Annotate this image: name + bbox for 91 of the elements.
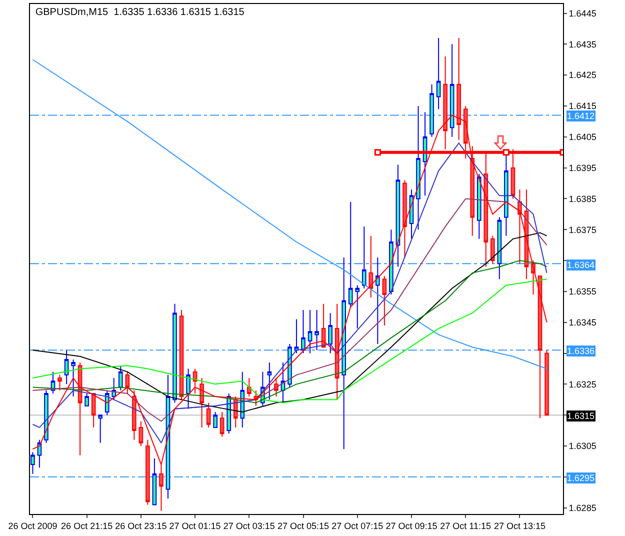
candlestick <box>355 284 360 330</box>
candlestick <box>267 362 272 400</box>
y-tick-label: 1.6385 <box>568 194 596 204</box>
candlestick <box>422 112 428 196</box>
candlestick <box>132 390 136 440</box>
candlestick <box>409 188 414 240</box>
candlestick <box>152 458 157 506</box>
candlestick <box>30 452 35 474</box>
x-tick-label: 27 Oct 13:15 <box>494 520 546 531</box>
candlestick <box>240 371 245 428</box>
candlestick <box>436 38 441 110</box>
candlestick <box>125 371 130 394</box>
candlestick <box>382 276 387 326</box>
candlestick <box>334 303 340 400</box>
candlestick <box>37 439 42 468</box>
candlestick <box>112 378 116 400</box>
candlestick <box>368 235 374 298</box>
y-tick-label: 1.6325 <box>568 379 596 390</box>
x-tick-label: 27 Oct 03:15 <box>223 520 275 531</box>
y-tick-label: 1.6415 <box>568 101 596 112</box>
candlestick <box>213 412 218 428</box>
candlestick <box>179 310 184 400</box>
candlestick <box>78 362 82 456</box>
candlestick <box>376 256 380 344</box>
candlestick <box>476 174 482 240</box>
candlestick <box>247 378 252 398</box>
candlestick <box>321 303 326 348</box>
candlestick <box>402 180 407 258</box>
candlestick <box>328 312 332 354</box>
ref-line-label: 1.6295 <box>567 473 595 483</box>
candlestick <box>342 256 346 450</box>
y-tick-label: 1.6345 <box>568 318 596 328</box>
candlestick <box>497 216 502 280</box>
candlestick <box>138 420 144 446</box>
y-tick-label: 1.6445 <box>568 8 596 18</box>
line-series <box>32 232 548 412</box>
candlestick <box>450 44 454 138</box>
candlestick <box>186 368 190 410</box>
candlestick <box>118 365 123 391</box>
candlestick <box>518 188 522 264</box>
candlestick <box>98 414 102 444</box>
y-tick-label: 1.6355 <box>568 286 596 297</box>
candlestick <box>192 368 198 394</box>
candlestick <box>430 84 434 138</box>
candlestick <box>348 201 353 308</box>
candlestick <box>490 235 495 264</box>
ref-line-label: 1.6412 <box>567 111 595 121</box>
candlestick <box>91 392 96 428</box>
candlestick <box>44 390 48 444</box>
chart-title: GBPUSDm,M15 1.6335 1.6336 1.6315 1.6315 <box>35 7 245 18</box>
x-tick-label: 26 Oct 2009 <box>8 520 58 531</box>
candlestick <box>301 310 306 354</box>
candlestick <box>146 439 150 506</box>
candlestick <box>308 310 312 354</box>
y-tick-label: 1.6425 <box>568 70 596 80</box>
candlestick <box>389 229 394 296</box>
candlestick <box>274 378 278 398</box>
ref-line-label: 1.6364 <box>567 260 595 270</box>
y-tick-label: 1.6395 <box>568 162 596 173</box>
x-tick-label: 26 Oct 23:15 <box>115 520 167 531</box>
x-tick-label: 27 Oct 07:15 <box>332 520 384 531</box>
candlestick <box>84 392 89 406</box>
y-tick-label: 1.6285 <box>568 502 596 513</box>
candlestick <box>544 350 549 416</box>
candlestick <box>314 310 319 351</box>
y-tick-label: 1.6435 <box>568 39 596 50</box>
x-tick-label: 27 Oct 11:15 <box>440 520 492 531</box>
candlestick <box>362 226 366 289</box>
candlestick <box>226 392 232 434</box>
candlestick <box>58 374 62 391</box>
y-tick-label: 1.6305 <box>568 441 596 452</box>
candlestick <box>280 362 286 404</box>
candlestick <box>288 344 292 388</box>
candlestick <box>71 358 76 398</box>
candlestick <box>200 378 204 428</box>
x-tick-label: 27 Oct 01:15 <box>169 520 221 531</box>
x-tick-label: 27 Oct 05:15 <box>277 520 330 531</box>
y-tick-label: 1.6375 <box>568 224 596 235</box>
candlestick <box>294 318 299 354</box>
y-tick-label: 1.6405 <box>568 132 596 142</box>
candlestick <box>538 276 542 419</box>
x-tick-label: 27 Oct 09:15 <box>386 520 438 531</box>
candlestick <box>220 412 224 438</box>
ref-line-label: 1.6315 <box>567 411 595 421</box>
candlestick <box>416 106 420 230</box>
candlestick <box>64 350 69 385</box>
candlestick <box>396 164 400 268</box>
x-tick-label: 26 Oct 21:15 <box>61 520 113 531</box>
ref-line-label: 1.6336 <box>567 346 595 356</box>
candlestick <box>206 402 211 428</box>
candlestick <box>172 303 177 404</box>
